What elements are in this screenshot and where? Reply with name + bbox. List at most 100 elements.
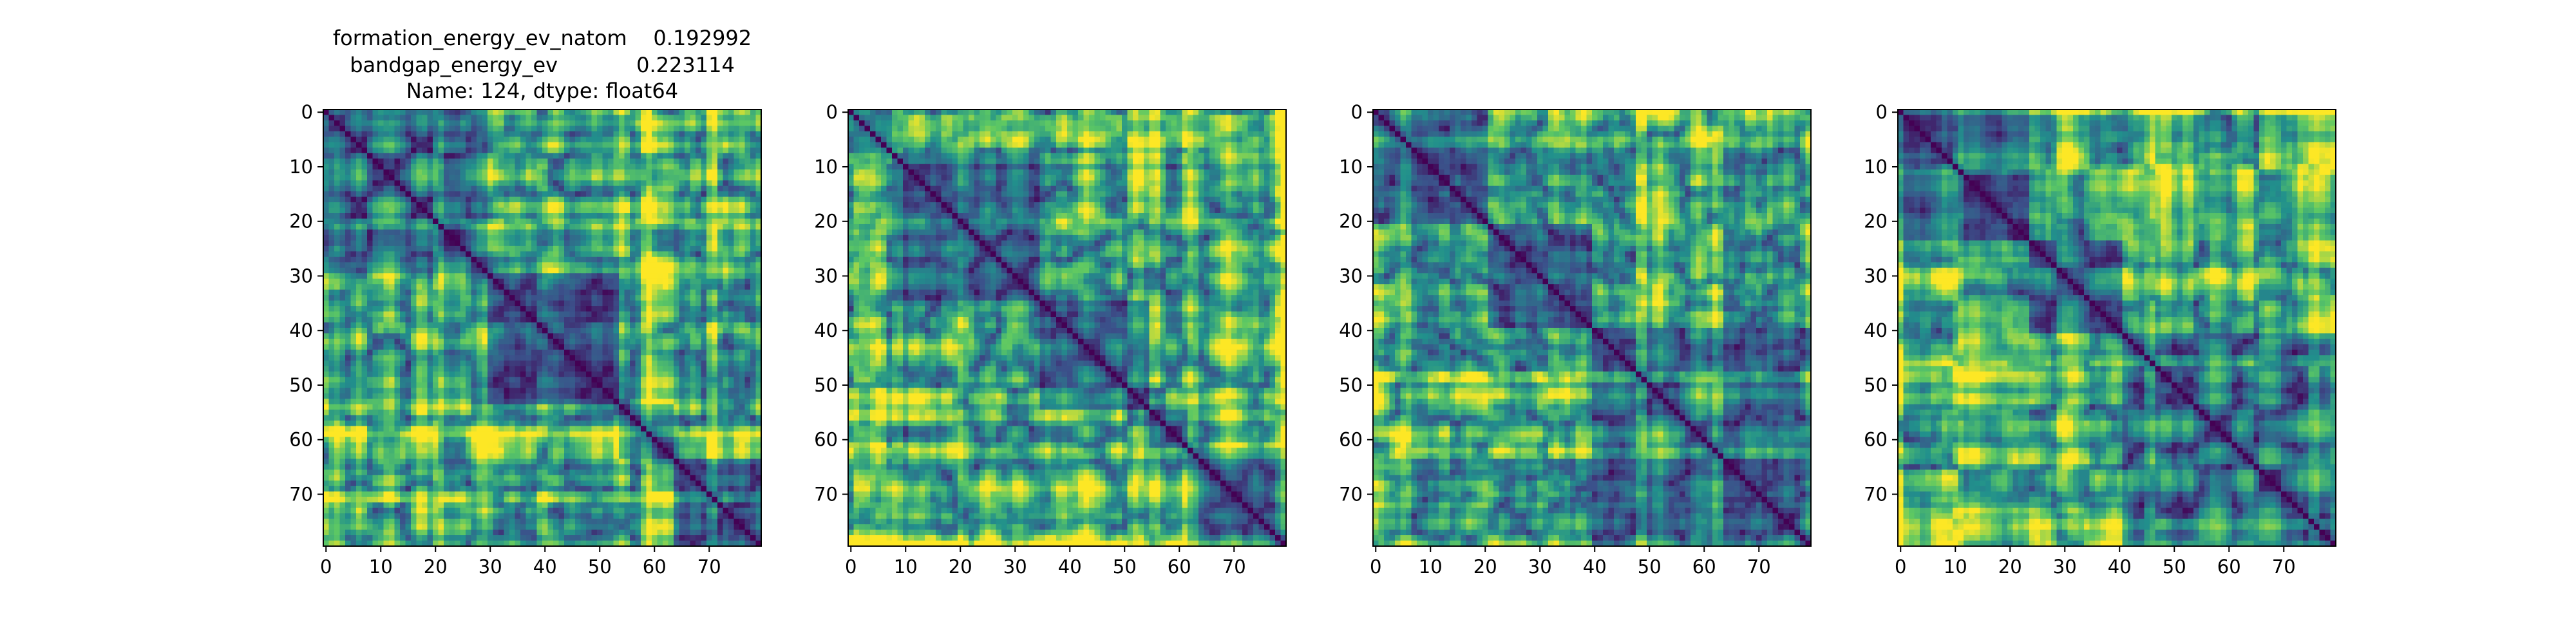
heatmap-cell	[548, 180, 554, 186]
heatmap-cell	[750, 153, 756, 159]
heatmap-cell	[608, 361, 614, 366]
heatmap-cell	[542, 175, 548, 181]
heatmap-cell	[395, 142, 401, 148]
heatmap-cell	[592, 366, 598, 372]
heatmap-cell	[537, 137, 543, 142]
heatmap-cell	[351, 208, 357, 214]
heatmap-cell	[389, 393, 395, 399]
heatmap-cell	[373, 164, 379, 170]
heatmap-cell	[488, 437, 493, 443]
heatmap-cell	[450, 164, 455, 170]
heatmap-cell	[745, 426, 751, 432]
heatmap-cell	[679, 229, 685, 235]
heatmap-cell	[367, 240, 373, 246]
heatmap-cell	[658, 437, 663, 443]
heatmap-cell	[526, 213, 532, 219]
heatmap-cell	[466, 262, 471, 268]
heatmap-cell	[356, 317, 362, 323]
heatmap-cell	[531, 120, 537, 126]
heatmap-cell	[417, 448, 422, 453]
heatmap-cell	[504, 191, 510, 197]
heatmap-cell	[515, 355, 521, 361]
heatmap-cell	[417, 273, 422, 279]
heatmap-cell	[444, 208, 450, 214]
heatmap-cell	[636, 328, 641, 334]
heatmap-cell	[542, 372, 548, 377]
heatmap-cell	[356, 366, 362, 372]
heatmap-cell	[466, 415, 471, 421]
heatmap-cell	[433, 109, 439, 115]
heatmap-cell	[581, 372, 587, 377]
heatmap-cell	[504, 350, 510, 355]
heatmap-cell	[389, 399, 395, 404]
heatmap-cell	[439, 158, 444, 164]
heatmap-cell	[509, 180, 515, 186]
heatmap-cell	[690, 388, 696, 393]
heatmap-cell	[625, 442, 630, 448]
heatmap-cell	[723, 323, 729, 328]
heatmap-cell	[701, 164, 707, 170]
heatmap-cell	[428, 366, 433, 372]
heatmap-cell	[411, 142, 417, 148]
heatmap-cell	[652, 246, 658, 252]
heatmap-cell	[548, 404, 554, 410]
heatmap-cell	[367, 388, 373, 393]
heatmap-cell	[679, 142, 685, 148]
heatmap-cell	[493, 388, 499, 393]
heatmap-cell	[701, 219, 707, 225]
heatmap-cell	[471, 240, 477, 246]
heatmap-cell	[679, 437, 685, 443]
heatmap-cell	[625, 361, 630, 366]
heatmap-cell	[537, 361, 543, 366]
heatmap-cell	[395, 262, 401, 268]
heatmap-cell	[706, 164, 712, 170]
heatmap-cell	[647, 415, 652, 421]
heatmap-cell	[477, 295, 482, 301]
heatmap-cell	[515, 164, 521, 170]
heatmap-cell	[559, 404, 565, 410]
heatmap-cell	[542, 306, 548, 312]
heatmap-cell	[428, 142, 433, 148]
heatmap-cell	[603, 208, 609, 214]
heatmap-cell	[323, 361, 329, 366]
heatmap-cell	[466, 126, 471, 131]
heatmap-cell	[586, 312, 592, 317]
heatmap-cell	[450, 120, 455, 126]
heatmap-cell	[400, 120, 406, 126]
heatmap-cell	[548, 273, 554, 279]
heatmap-cell	[520, 147, 526, 153]
heatmap-cell	[658, 415, 663, 421]
heatmap-cell	[586, 109, 592, 115]
heatmap-cell	[674, 169, 679, 175]
heatmap-cell	[439, 246, 444, 252]
heatmap-cell	[559, 426, 565, 432]
heatmap-cell	[630, 415, 636, 421]
heatmap-cell	[340, 109, 346, 115]
heatmap-cell	[701, 355, 707, 361]
heatmap-cell	[433, 191, 439, 197]
heatmap-cell	[597, 273, 603, 279]
heatmap-cell	[537, 323, 543, 328]
heatmap-cell	[592, 164, 598, 170]
heatmap-cell	[652, 421, 658, 426]
heatmap-cell	[603, 175, 609, 181]
heatmap-cell	[641, 312, 647, 317]
heatmap-cell	[712, 229, 718, 235]
heatmap-cell	[444, 431, 450, 437]
heatmap-cell	[450, 372, 455, 377]
heatmap-cell	[658, 180, 663, 186]
heatmap-cell	[509, 344, 515, 350]
heatmap-cell	[471, 290, 477, 296]
heatmap-cell	[498, 312, 504, 317]
heatmap-cell	[712, 410, 718, 415]
heatmap-cell	[334, 431, 340, 437]
heatmap-cell	[658, 388, 663, 393]
heatmap-cell	[619, 431, 625, 437]
heatmap-cell	[520, 131, 526, 137]
heatmap-cell	[356, 115, 362, 120]
heatmap-cell	[455, 186, 460, 192]
heatmap-cell	[679, 279, 685, 285]
heatmap-cell	[570, 175, 576, 181]
heatmap-cell	[520, 393, 526, 399]
heatmap-cell	[329, 137, 335, 142]
